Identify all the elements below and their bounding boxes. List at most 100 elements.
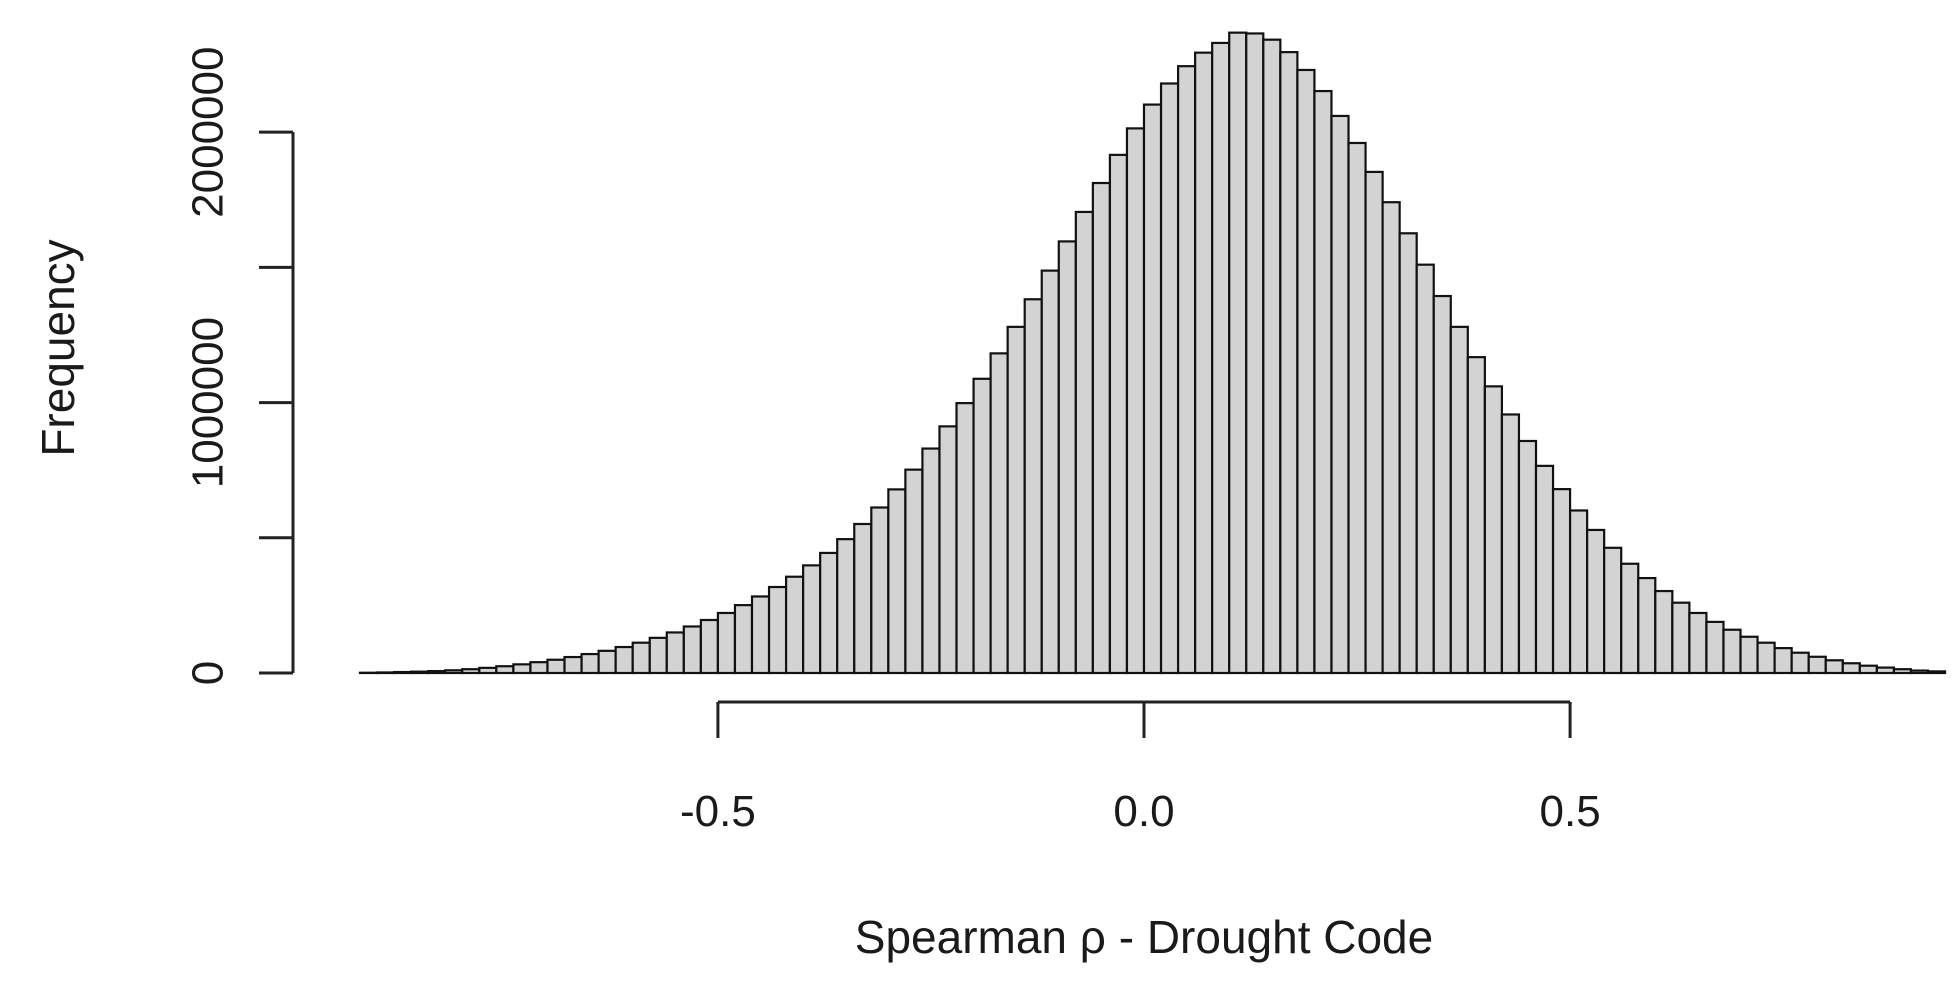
- histogram-bar: [1739, 635, 1759, 675]
- y-tick-label: 1000000: [184, 317, 233, 488]
- histogram-bar: [938, 425, 958, 675]
- histogram-bar: [699, 618, 720, 675]
- histogram-bar: [733, 604, 754, 675]
- histogram-bar: [1841, 662, 1861, 675]
- histogram-bar: [989, 352, 1009, 675]
- histogram-bar: [784, 575, 805, 675]
- histogram-bars: [358, 31, 1947, 675]
- histogram-bar: [1006, 325, 1026, 675]
- histogram-bar: [1279, 51, 1299, 675]
- histogram-bar: [563, 655, 583, 675]
- histogram-bar: [1381, 201, 1401, 675]
- histogram-bar: [1705, 620, 1725, 675]
- histogram-bar: [955, 402, 975, 675]
- histogram-bar: [802, 564, 822, 675]
- histogram-bar: [1756, 641, 1776, 675]
- histogram-bar: [1159, 82, 1180, 675]
- y-tick-label: 0: [184, 661, 233, 685]
- histogram-bar: [1875, 666, 1896, 675]
- histogram-bar: [682, 625, 702, 675]
- histogram-bar: [1040, 269, 1060, 675]
- histogram-bar: [1432, 294, 1452, 675]
- y-tick-label: 2000000: [184, 47, 233, 218]
- histogram-bar: [529, 661, 549, 675]
- histogram-bar: [1245, 32, 1265, 675]
- histogram-bar: [750, 595, 771, 675]
- histogram-bar: [1211, 41, 1231, 675]
- y-axis: 0 1000000 2000000: [184, 47, 295, 685]
- histogram-bar: [1108, 153, 1129, 675]
- histogram-bar: [1892, 668, 1913, 675]
- histogram-bar: [1091, 181, 1112, 675]
- histogram-bar: [887, 488, 907, 675]
- histogram-bar: [1449, 325, 1469, 675]
- x-axis-title: Spearman ρ - Drought Code: [855, 911, 1433, 963]
- histogram-bar: [767, 585, 788, 675]
- histogram-bar: [1330, 114, 1350, 675]
- histogram-bar: [1722, 628, 1742, 675]
- histogram-bar: [972, 377, 992, 675]
- histogram-bar: [921, 447, 941, 675]
- histogram-bar: [1603, 546, 1623, 675]
- x-tick-label: 0.5: [1540, 787, 1601, 836]
- histogram-bar: [1176, 65, 1197, 675]
- histogram-bar: [648, 636, 668, 675]
- histogram-bar: [444, 669, 464, 675]
- histogram-bar: [836, 538, 856, 675]
- histogram-bar: [853, 522, 873, 675]
- histogram-bar: [1824, 659, 1844, 675]
- histogram-bar: [1364, 170, 1384, 675]
- x-tick-label: -0.5: [680, 787, 756, 836]
- histogram-bar: [1568, 509, 1589, 675]
- histogram-bar: [1483, 385, 1504, 675]
- histogram-bar: [1228, 31, 1248, 675]
- histogram-bar: [1296, 68, 1316, 675]
- x-tick-label: 0.0: [1113, 787, 1174, 836]
- histogram-bar: [665, 631, 685, 675]
- histogram-bar: [1534, 464, 1555, 675]
- histogram-bar: [512, 663, 532, 675]
- histogram-bar: [1688, 611, 1708, 675]
- histogram-bar: [1466, 356, 1486, 675]
- histogram-bar: [410, 670, 430, 675]
- x-axis: -0.5 0.0 0.5: [680, 700, 1601, 836]
- y-axis-title: Frequency: [32, 239, 84, 456]
- histogram-bar: [1551, 488, 1572, 675]
- histogram-bar: [1790, 651, 1810, 675]
- histogram-bar: [1926, 670, 1947, 675]
- histogram-bar: [631, 641, 651, 675]
- histogram-bar: [1415, 263, 1435, 675]
- histogram-bar: [392, 670, 413, 675]
- histogram-bar: [1773, 647, 1793, 675]
- histogram-bar: [1194, 51, 1214, 675]
- histogram-bar: [1057, 240, 1077, 675]
- histogram-bar: [375, 671, 396, 675]
- histogram-bar: [1909, 669, 1930, 675]
- histogram-bar: [870, 506, 890, 675]
- histogram-bar: [1858, 664, 1878, 675]
- histogram-bar: [1500, 413, 1521, 675]
- histogram-bar: [904, 468, 924, 675]
- histogram-bar: [546, 658, 566, 675]
- histogram-bar: [461, 668, 481, 675]
- histogram-bar: [1398, 232, 1418, 675]
- histogram-bar: [1517, 439, 1538, 675]
- histogram-bar: [495, 665, 515, 675]
- histogram-bar: [1262, 38, 1282, 675]
- histogram-bar: [1807, 655, 1827, 675]
- histogram-bar: [580, 652, 600, 675]
- histogram-bar: [1074, 210, 1094, 675]
- histogram-bar: [1125, 127, 1146, 675]
- histogram-bar: [1620, 562, 1640, 675]
- histogram-bar: [1313, 89, 1333, 675]
- histogram-bar: [819, 551, 839, 675]
- histogram-bar: [1347, 141, 1367, 675]
- histogram-bar: [614, 645, 634, 675]
- histogram-bar: [1654, 589, 1674, 675]
- histogram-bar: [1586, 528, 1606, 675]
- histogram-bar: [1023, 298, 1043, 675]
- histogram-bar: [1142, 103, 1163, 675]
- histogram-bar: [716, 611, 737, 675]
- histogram-bar: [1671, 601, 1691, 675]
